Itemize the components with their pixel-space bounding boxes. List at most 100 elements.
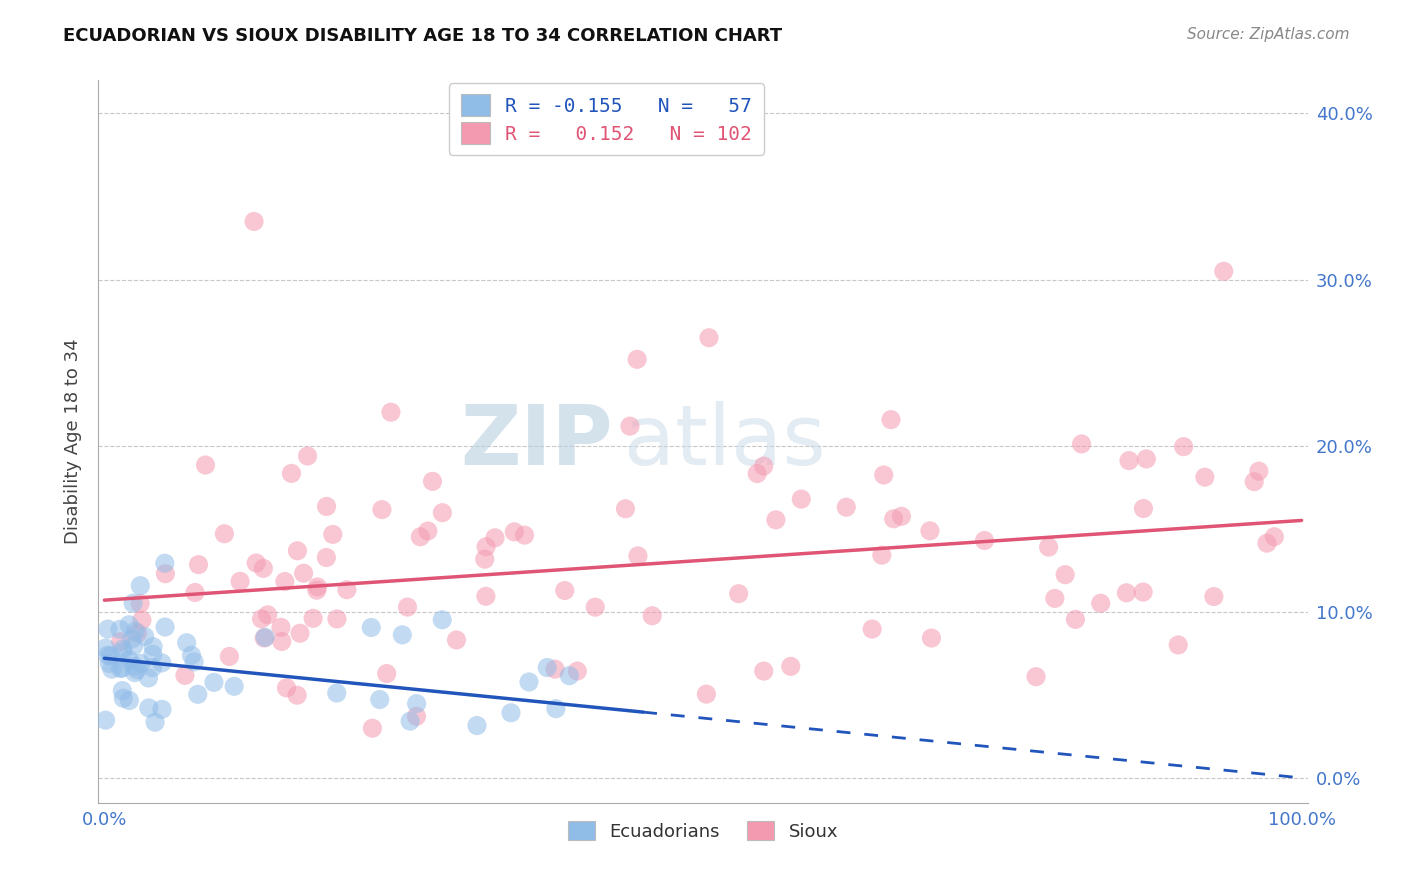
Point bbox=[446, 632, 468, 647]
Point bbox=[111, 645, 134, 659]
Text: atlas: atlas bbox=[624, 401, 827, 482]
Point bbox=[101, 662, 124, 676]
Text: Source: ZipAtlas.com: Source: ZipAtlas.com bbox=[1187, 27, 1350, 42]
Point bbox=[121, 632, 143, 646]
Point bbox=[336, 582, 359, 597]
Point bbox=[614, 501, 637, 516]
Point bbox=[297, 449, 319, 463]
Point bbox=[253, 631, 276, 645]
Point bbox=[288, 626, 311, 640]
Point bbox=[1243, 475, 1265, 489]
Point bbox=[287, 543, 309, 558]
Point bbox=[94, 641, 117, 656]
Point bbox=[122, 596, 145, 610]
Point bbox=[1256, 536, 1278, 550]
Point bbox=[138, 701, 160, 715]
Point bbox=[176, 636, 198, 650]
Point bbox=[1135, 452, 1157, 467]
Point bbox=[111, 661, 134, 675]
Point bbox=[292, 566, 315, 581]
Point bbox=[307, 580, 329, 594]
Point bbox=[142, 648, 165, 662]
Point bbox=[416, 524, 439, 538]
Point bbox=[1054, 567, 1077, 582]
Point bbox=[583, 600, 606, 615]
Point bbox=[112, 691, 135, 706]
Point bbox=[475, 540, 498, 554]
Point bbox=[361, 721, 384, 735]
Point bbox=[305, 583, 328, 598]
Point bbox=[779, 659, 801, 673]
Point bbox=[465, 718, 488, 732]
Point bbox=[422, 475, 444, 489]
Point bbox=[860, 622, 883, 636]
Point bbox=[1038, 540, 1060, 554]
Point bbox=[1212, 264, 1234, 278]
Legend: Ecuadorians, Sioux: Ecuadorians, Sioux bbox=[561, 814, 845, 848]
Point bbox=[153, 620, 176, 634]
Point bbox=[124, 624, 146, 639]
Point bbox=[626, 352, 648, 367]
Point bbox=[127, 663, 149, 677]
Point bbox=[254, 630, 277, 644]
Point bbox=[890, 509, 912, 524]
Point bbox=[1090, 596, 1112, 610]
Point bbox=[870, 548, 893, 562]
Point bbox=[747, 467, 769, 481]
Point bbox=[544, 662, 567, 676]
Point bbox=[118, 693, 141, 707]
Point bbox=[368, 692, 391, 706]
Point bbox=[920, 631, 942, 645]
Point bbox=[302, 611, 325, 625]
Point bbox=[627, 549, 650, 563]
Point bbox=[276, 681, 298, 695]
Point bbox=[252, 561, 274, 575]
Point bbox=[322, 527, 344, 541]
Point bbox=[474, 552, 496, 566]
Point bbox=[202, 675, 225, 690]
Point bbox=[94, 713, 117, 727]
Point bbox=[1263, 530, 1285, 544]
Point bbox=[567, 664, 589, 678]
Point bbox=[118, 653, 141, 667]
Point bbox=[98, 657, 121, 671]
Point bbox=[499, 706, 522, 720]
Point bbox=[183, 655, 205, 669]
Point bbox=[97, 622, 120, 636]
Point bbox=[380, 405, 402, 419]
Point bbox=[326, 612, 349, 626]
Point bbox=[375, 666, 398, 681]
Point bbox=[194, 458, 217, 472]
Point bbox=[371, 502, 394, 516]
Point bbox=[432, 506, 454, 520]
Point bbox=[558, 669, 581, 683]
Point bbox=[536, 660, 558, 674]
Point bbox=[399, 714, 422, 728]
Point bbox=[619, 419, 641, 434]
Point bbox=[752, 664, 775, 678]
Point bbox=[405, 709, 427, 723]
Point bbox=[96, 648, 118, 663]
Point bbox=[270, 634, 292, 648]
Y-axis label: Disability Age 18 to 34: Disability Age 18 to 34 bbox=[63, 339, 82, 544]
Point bbox=[110, 661, 132, 675]
Point bbox=[280, 467, 302, 481]
Point bbox=[1043, 591, 1066, 606]
Point bbox=[391, 628, 413, 642]
Point bbox=[360, 620, 382, 634]
Point bbox=[765, 513, 787, 527]
Point bbox=[503, 524, 526, 539]
Point bbox=[141, 660, 163, 674]
Point bbox=[122, 639, 145, 653]
Point bbox=[727, 587, 749, 601]
Point bbox=[641, 608, 664, 623]
Point bbox=[124, 665, 146, 680]
Point bbox=[243, 214, 266, 228]
Point bbox=[1247, 464, 1270, 478]
Point bbox=[1115, 586, 1137, 600]
Point bbox=[880, 412, 903, 426]
Point bbox=[883, 512, 905, 526]
Point bbox=[245, 556, 267, 570]
Point bbox=[918, 524, 941, 538]
Point bbox=[229, 574, 252, 589]
